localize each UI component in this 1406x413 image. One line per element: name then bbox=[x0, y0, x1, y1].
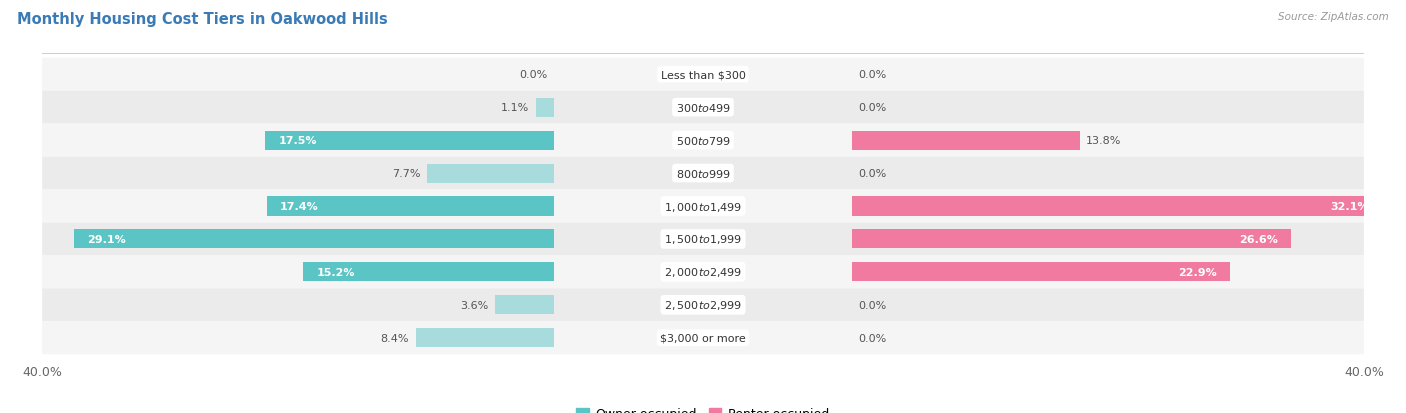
Text: Source: ZipAtlas.com: Source: ZipAtlas.com bbox=[1278, 12, 1389, 22]
Text: 0.0%: 0.0% bbox=[858, 333, 887, 343]
Bar bbox=[536, 98, 554, 117]
Text: 1.1%: 1.1% bbox=[502, 103, 530, 113]
Bar bbox=[266, 131, 554, 150]
Text: 32.1%: 32.1% bbox=[1330, 202, 1369, 211]
Text: 0.0%: 0.0% bbox=[519, 70, 548, 80]
FancyBboxPatch shape bbox=[42, 321, 1364, 354]
FancyBboxPatch shape bbox=[42, 190, 1364, 223]
Text: $3,000 or more: $3,000 or more bbox=[661, 333, 745, 343]
Bar bbox=[852, 263, 1230, 282]
Text: 0.0%: 0.0% bbox=[858, 300, 887, 310]
Bar bbox=[495, 296, 554, 315]
Text: $1,500 to $1,999: $1,500 to $1,999 bbox=[664, 233, 742, 246]
Text: 0.0%: 0.0% bbox=[858, 103, 887, 113]
Text: $800 to $999: $800 to $999 bbox=[675, 168, 731, 180]
Bar bbox=[427, 164, 554, 183]
Text: 8.4%: 8.4% bbox=[381, 333, 409, 343]
Bar bbox=[852, 131, 1080, 150]
FancyBboxPatch shape bbox=[42, 92, 1364, 124]
Bar bbox=[416, 328, 554, 347]
Text: 13.8%: 13.8% bbox=[1087, 136, 1122, 146]
FancyBboxPatch shape bbox=[42, 289, 1364, 321]
Bar bbox=[267, 197, 554, 216]
Text: $1,000 to $1,499: $1,000 to $1,499 bbox=[664, 200, 742, 213]
Text: 0.0%: 0.0% bbox=[858, 169, 887, 179]
FancyBboxPatch shape bbox=[42, 223, 1364, 256]
Text: 22.9%: 22.9% bbox=[1178, 267, 1216, 277]
Text: 29.1%: 29.1% bbox=[87, 234, 125, 244]
FancyBboxPatch shape bbox=[42, 124, 1364, 157]
Text: $2,500 to $2,999: $2,500 to $2,999 bbox=[664, 299, 742, 311]
Text: 26.6%: 26.6% bbox=[1239, 234, 1278, 244]
Text: $2,000 to $2,499: $2,000 to $2,499 bbox=[664, 266, 742, 279]
FancyBboxPatch shape bbox=[42, 59, 1364, 92]
Text: 0.0%: 0.0% bbox=[858, 70, 887, 80]
Text: $500 to $799: $500 to $799 bbox=[675, 135, 731, 147]
Legend: Owner-occupied, Renter-occupied: Owner-occupied, Renter-occupied bbox=[576, 407, 830, 413]
Text: $300 to $499: $300 to $499 bbox=[675, 102, 731, 114]
Text: 17.5%: 17.5% bbox=[278, 136, 316, 146]
FancyBboxPatch shape bbox=[42, 157, 1364, 190]
Text: 3.6%: 3.6% bbox=[460, 300, 488, 310]
Text: 17.4%: 17.4% bbox=[280, 202, 319, 211]
Bar bbox=[304, 263, 554, 282]
Text: Less than $300: Less than $300 bbox=[661, 70, 745, 80]
Text: 15.2%: 15.2% bbox=[316, 267, 354, 277]
Bar bbox=[852, 197, 1382, 216]
FancyBboxPatch shape bbox=[42, 256, 1364, 289]
Text: 7.7%: 7.7% bbox=[392, 169, 420, 179]
Bar bbox=[852, 230, 1291, 249]
Text: Monthly Housing Cost Tiers in Oakwood Hills: Monthly Housing Cost Tiers in Oakwood Hi… bbox=[17, 12, 388, 27]
Bar bbox=[73, 230, 554, 249]
